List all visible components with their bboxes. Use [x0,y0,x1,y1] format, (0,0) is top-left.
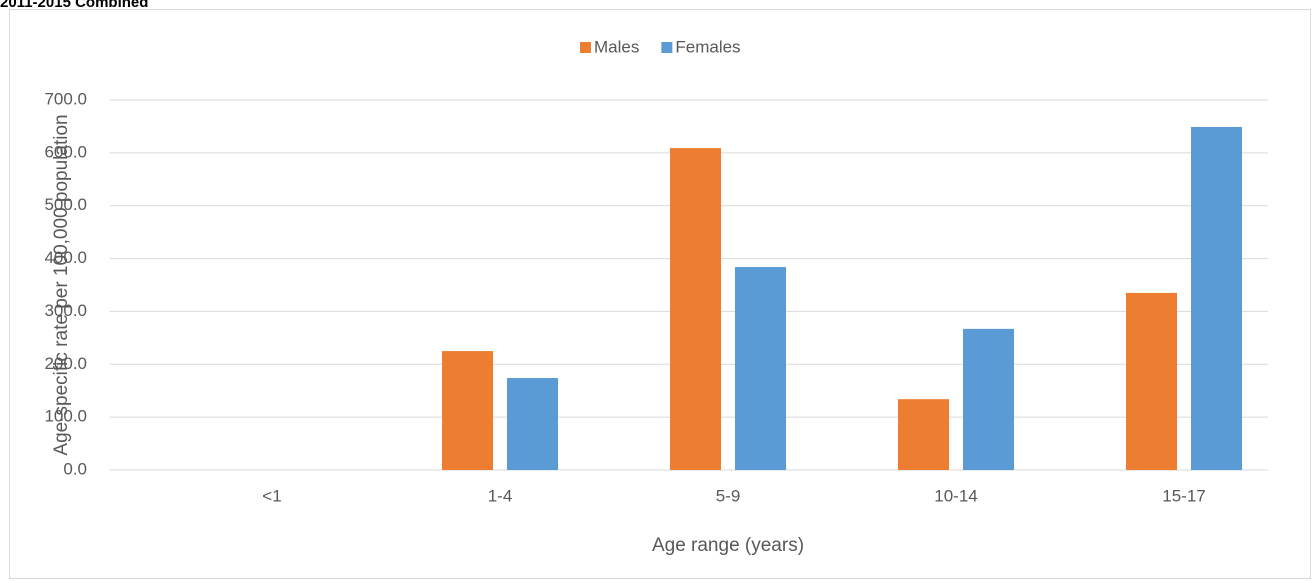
bar [1126,292,1177,470]
legend-label: Males [594,37,639,56]
bar [1191,126,1242,470]
legend-label: Females [675,37,740,56]
y-tick-label: 600.0 [44,142,87,161]
y-tick-label: 700.0 [44,89,87,108]
y-tick-label: 200.0 [44,354,87,373]
x-tick-label: 1-4 [488,486,513,505]
bar [507,378,558,470]
chart-title: 2011-2015 Combined [0,0,148,11]
y-axis-title: Age-specific rate per 100,000 population [51,114,72,455]
legend-swatch [580,42,591,53]
bar [735,267,786,470]
bar [963,328,1014,470]
legend-swatch [661,42,673,53]
x-tick-label: 15-17 [1162,486,1205,505]
chart-frame [9,9,1311,579]
bar [898,399,949,470]
x-tick-label: 5-9 [716,486,741,505]
bar [442,351,493,470]
x-tick-label: 10-14 [934,486,977,505]
y-tick-label: 500.0 [44,195,87,214]
bar [670,148,721,470]
y-tick-label: 400.0 [44,248,87,267]
x-tick-label: <1 [262,486,281,505]
y-tick-label: 0.0 [63,459,87,478]
y-tick-label: 300.0 [44,301,87,320]
x-axis-title: Age range (years) [652,535,804,556]
y-tick-label: 100.0 [44,407,87,426]
